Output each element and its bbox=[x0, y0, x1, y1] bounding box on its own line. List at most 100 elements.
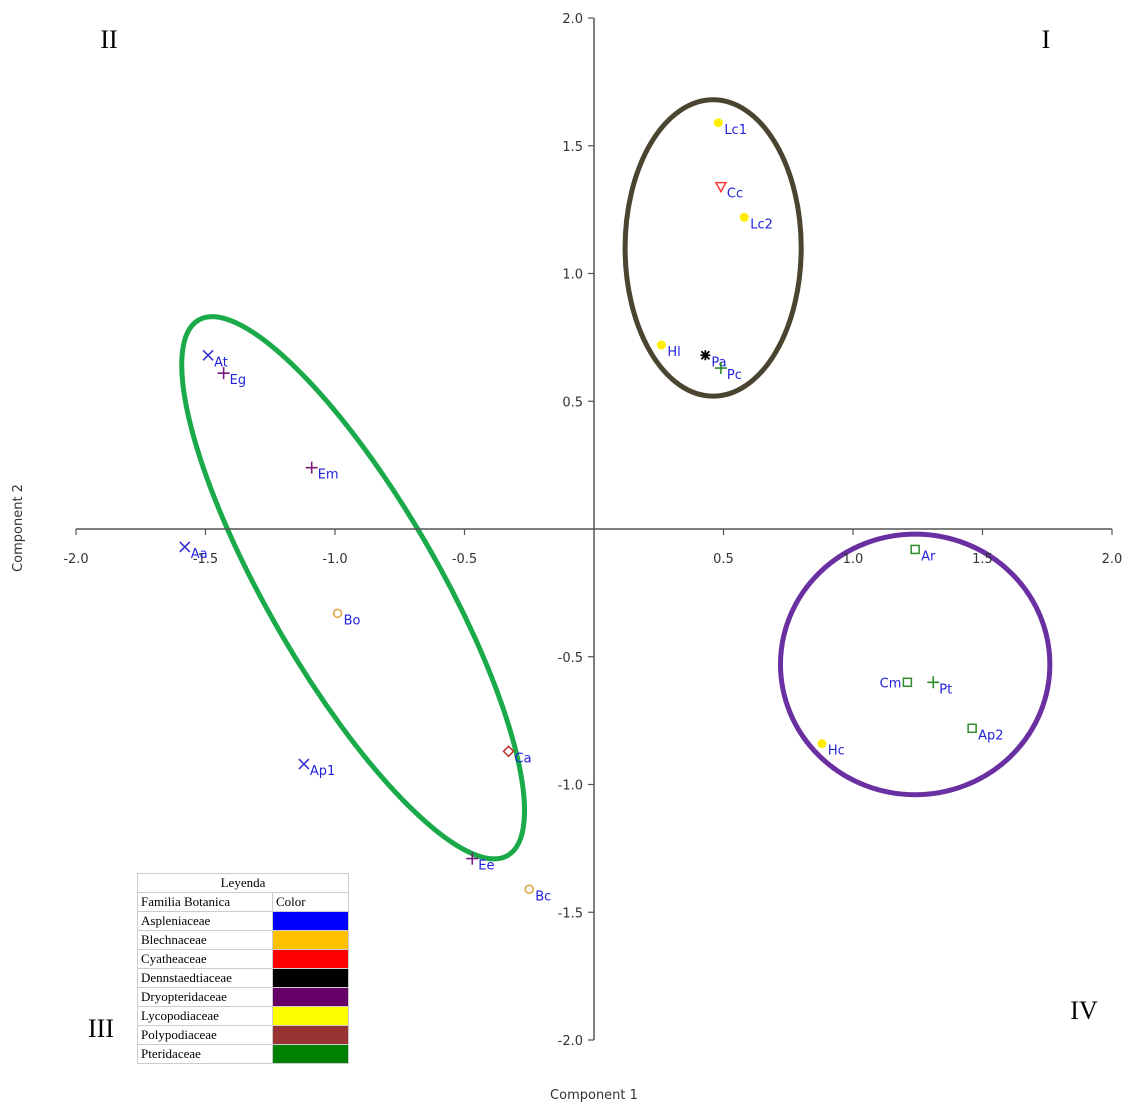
point-marker bbox=[927, 676, 940, 689]
quadrant-label: I bbox=[1042, 25, 1051, 54]
point-label: Pa bbox=[711, 355, 726, 370]
point-label: Cm bbox=[880, 676, 902, 691]
point-label: Pc bbox=[727, 368, 742, 383]
point-marker bbox=[739, 212, 749, 222]
data-point: Hc bbox=[817, 739, 845, 759]
point-marker bbox=[179, 541, 191, 553]
legend-rows: Aspleniaceae Blechnaceae Cyatheaceae Dennst… bbox=[137, 911, 349, 1064]
data-point: Cc bbox=[714, 181, 743, 202]
data-point: Pc bbox=[714, 362, 742, 383]
y-tick-label: -2.0 bbox=[558, 1034, 583, 1049]
cluster-ellipse-group-I bbox=[622, 97, 804, 399]
x-tick-label: 2.0 bbox=[1102, 552, 1123, 567]
data-point: Ca bbox=[502, 745, 532, 766]
legend-row: Aspleniaceae bbox=[137, 911, 349, 931]
point-label: Pt bbox=[939, 682, 952, 697]
legend-color-swatch bbox=[272, 1006, 349, 1026]
y-axis-title: Component 2 bbox=[11, 484, 26, 572]
cluster-ellipses bbox=[179, 97, 1053, 862]
legend-color-swatch bbox=[272, 911, 349, 931]
legend-table: Leyenda Familia Botanica Color Aspleniac… bbox=[137, 873, 349, 1064]
legend-family-name: Cyatheaceae bbox=[137, 949, 273, 969]
legend-row: Lycopodiaceae bbox=[137, 1006, 349, 1026]
quadrant-label: IV bbox=[1070, 996, 1098, 1025]
legend-header-family: Familia Botanica bbox=[137, 892, 273, 912]
legend-header-color: Color bbox=[272, 892, 349, 912]
point-marker bbox=[713, 118, 723, 128]
cluster-ellipse-group-II-III bbox=[179, 314, 528, 862]
point-marker bbox=[714, 362, 727, 375]
data-point: Bo bbox=[332, 608, 361, 628]
point-marker bbox=[202, 349, 214, 361]
quadrant-label: II bbox=[100, 25, 117, 54]
legend-color-swatch bbox=[272, 1025, 349, 1045]
point-label: Hc bbox=[828, 744, 845, 759]
point-marker bbox=[656, 340, 666, 350]
legend-color-swatch bbox=[272, 968, 349, 988]
data-point: Em bbox=[305, 461, 339, 483]
legend-family-name: Aspleniaceae bbox=[137, 911, 273, 931]
point-marker bbox=[910, 544, 920, 555]
point-marker bbox=[524, 884, 534, 895]
legend-family-name: Dennstaedtiaceae bbox=[137, 968, 273, 988]
point-marker bbox=[332, 608, 343, 619]
point-label: At bbox=[214, 355, 228, 370]
data-point: Ap1 bbox=[298, 758, 335, 779]
legend-color-swatch bbox=[272, 987, 349, 1007]
y-tick-label: 1.0 bbox=[562, 268, 583, 283]
point-label: Cc bbox=[727, 187, 743, 202]
data-point: Eg bbox=[217, 367, 246, 388]
legend-title: Leyenda bbox=[137, 873, 349, 893]
point-label: Aa bbox=[191, 547, 208, 562]
legend-title-row: Leyenda bbox=[137, 873, 349, 893]
point-label: Ar bbox=[921, 549, 936, 564]
legend-row: Polypodiaceae bbox=[137, 1025, 349, 1045]
data-point: Ar bbox=[910, 544, 936, 564]
data-point: Aa bbox=[179, 541, 208, 562]
data-point: Pa bbox=[700, 350, 727, 370]
data-point: Lc1 bbox=[713, 118, 747, 138]
legend-row: Pteridaceae bbox=[137, 1044, 349, 1064]
point-marker bbox=[700, 350, 711, 361]
y-tick-label: 1.5 bbox=[562, 140, 583, 155]
point-label: Bc bbox=[535, 889, 551, 904]
data-point: Hl bbox=[656, 340, 681, 360]
legend-header-row: Familia Botanica Color bbox=[137, 892, 349, 912]
point-label: Em bbox=[318, 468, 339, 483]
data-point: Ee bbox=[466, 852, 494, 874]
legend-color-swatch bbox=[272, 930, 349, 950]
x-tick-label: 1.0 bbox=[843, 552, 864, 567]
point-label: Ca bbox=[515, 751, 532, 766]
point-label: Hl bbox=[667, 345, 680, 360]
point-marker bbox=[466, 852, 479, 865]
point-label: Lc2 bbox=[750, 217, 773, 232]
x-axis-title: Component 1 bbox=[550, 1088, 638, 1103]
y-tick-label: -1.5 bbox=[558, 906, 583, 921]
legend-row: Cyatheaceae bbox=[137, 949, 349, 969]
data-point: Pt bbox=[927, 676, 952, 697]
point-marker bbox=[298, 758, 310, 770]
legend-family-name: Dryopteridaceae bbox=[137, 987, 273, 1007]
quadrant-label: III bbox=[88, 1014, 114, 1043]
point-label: Ap1 bbox=[310, 764, 335, 779]
legend-color-swatch bbox=[272, 949, 349, 969]
x-tick-label: 0.5 bbox=[713, 552, 734, 567]
x-tick-label: -0.5 bbox=[452, 552, 477, 567]
point-marker bbox=[305, 461, 318, 474]
x-tick-label: 1.5 bbox=[972, 552, 993, 567]
data-point: Lc2 bbox=[739, 212, 773, 232]
point-label: Bo bbox=[344, 613, 361, 628]
y-tick-label: 2.0 bbox=[562, 12, 583, 27]
point-marker bbox=[217, 367, 230, 380]
cluster-ellipse-group-IV bbox=[777, 531, 1053, 798]
x-tick-label: -1.0 bbox=[322, 552, 347, 567]
point-label: Ee bbox=[478, 859, 494, 874]
axes: -2.0 -1.5 -1.0 -0.5 0.5 1.0 1.5 2.0 2.0 1.5 1.0 0.5… bbox=[63, 12, 1122, 1049]
data-point: Bc bbox=[524, 884, 551, 904]
x-tick-label: -2.0 bbox=[63, 552, 88, 567]
point-marker bbox=[902, 677, 913, 688]
legend-family-name: Lycopodiaceae bbox=[137, 1006, 273, 1026]
